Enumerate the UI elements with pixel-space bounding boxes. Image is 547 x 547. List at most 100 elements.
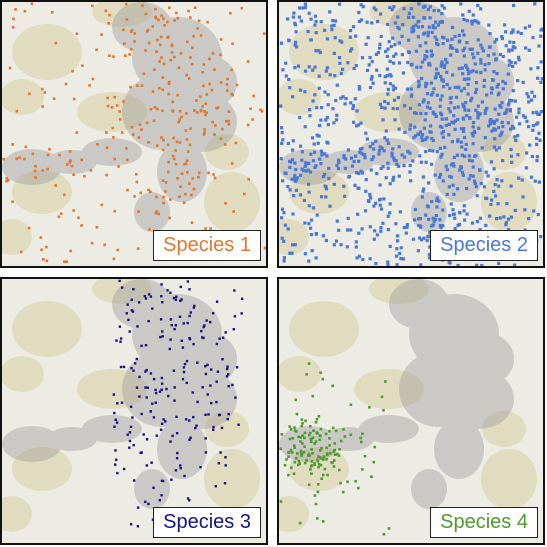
occurrence-point — [308, 114, 312, 118]
occurrence-point — [211, 312, 215, 315]
occurrence-point — [282, 211, 286, 215]
occurrence-point — [341, 67, 345, 71]
occurrence-point — [117, 165, 120, 168]
occurrence-point — [137, 136, 141, 139]
occurrence-point — [178, 141, 182, 144]
occurrence-point — [219, 451, 222, 454]
occurrence-point — [298, 193, 303, 197]
occurrence-point — [375, 172, 379, 176]
habitat-patch — [77, 369, 147, 409]
occurrence-point — [231, 93, 234, 97]
occurrence-point — [219, 81, 223, 84]
occurrence-point — [456, 139, 460, 143]
occurrence-point — [162, 418, 165, 421]
occurrence-point — [209, 384, 212, 387]
occurrence-point — [7, 178, 10, 182]
occurrence-point — [171, 100, 174, 104]
occurrence-point — [322, 458, 325, 461]
occurrence-point — [315, 106, 319, 110]
occurrence-point — [376, 19, 380, 24]
occurrence-point — [201, 71, 204, 74]
occurrence-point — [295, 45, 299, 49]
occurrence-point — [450, 120, 454, 124]
occurrence-point — [478, 168, 482, 172]
occurrence-point — [140, 344, 143, 348]
occurrence-point — [335, 83, 339, 87]
occurrence-point — [336, 167, 341, 171]
occurrence-point — [406, 87, 410, 91]
occurrence-point — [374, 139, 378, 143]
occurrence-point — [112, 55, 115, 58]
occurrence-point — [536, 76, 540, 80]
occurrence-point — [483, 111, 487, 115]
occurrence-point — [469, 99, 473, 103]
occurrence-point — [324, 432, 328, 436]
occurrence-point — [488, 122, 493, 126]
occurrence-point — [170, 478, 173, 481]
occurrence-point — [145, 121, 149, 125]
occurrence-point — [490, 198, 494, 202]
occurrence-point — [334, 429, 338, 433]
ridge-area — [411, 469, 447, 509]
occurrence-point — [424, 213, 428, 217]
occurrence-point — [303, 221, 307, 225]
occurrence-point — [462, 33, 466, 37]
occurrence-point — [325, 66, 329, 70]
occurrence-point — [45, 259, 49, 263]
occurrence-point — [5, 179, 8, 183]
occurrence-point — [342, 156, 346, 160]
occurrence-point — [441, 208, 445, 212]
occurrence-point — [215, 106, 218, 110]
occurrence-point — [448, 46, 453, 50]
occurrence-point — [458, 168, 462, 172]
occurrence-point — [473, 181, 477, 185]
occurrence-point — [475, 70, 479, 74]
occurrence-point — [402, 7, 406, 11]
occurrence-point — [408, 106, 413, 110]
occurrence-point — [283, 171, 287, 175]
occurrence-point — [124, 54, 127, 57]
occurrence-point — [317, 134, 321, 138]
occurrence-point — [440, 113, 444, 117]
occurrence-point — [341, 95, 345, 99]
occurrence-point — [497, 184, 501, 188]
occurrence-point — [285, 458, 288, 461]
occurrence-point — [330, 28, 334, 32]
occurrence-point — [181, 346, 185, 349]
occurrence-point — [280, 236, 284, 240]
occurrence-point — [145, 368, 148, 372]
occurrence-point — [159, 428, 163, 431]
occurrence-point — [373, 445, 377, 449]
occurrence-point — [297, 15, 301, 19]
occurrence-point — [419, 225, 423, 229]
occurrence-point — [320, 106, 324, 110]
occurrence-point — [307, 161, 311, 165]
occurrence-point — [144, 500, 147, 503]
occurrence-point — [313, 462, 316, 465]
ridge-area — [389, 279, 449, 329]
ridge-area — [82, 138, 142, 166]
occurrence-point — [300, 158, 304, 162]
occurrence-point — [449, 44, 453, 48]
occurrence-point — [479, 70, 483, 75]
occurrence-point — [374, 8, 378, 12]
ridge-area — [2, 426, 62, 462]
occurrence-point — [412, 28, 416, 32]
ridge-area — [434, 142, 484, 202]
occurrence-point — [397, 174, 401, 178]
occurrence-point — [413, 125, 417, 129]
occurrence-point — [400, 153, 404, 157]
occurrence-point — [183, 162, 186, 166]
occurrence-point — [224, 202, 227, 205]
occurrence-point — [468, 47, 472, 51]
occurrence-point — [128, 439, 132, 443]
occurrence-point — [462, 209, 466, 213]
occurrence-point — [431, 216, 435, 220]
occurrence-point — [176, 177, 179, 180]
occurrence-point — [398, 210, 402, 214]
occurrence-point — [179, 299, 182, 302]
occurrence-point — [113, 425, 116, 428]
occurrence-point — [395, 162, 399, 167]
occurrence-point — [325, 37, 329, 41]
occurrence-point — [300, 167, 304, 171]
